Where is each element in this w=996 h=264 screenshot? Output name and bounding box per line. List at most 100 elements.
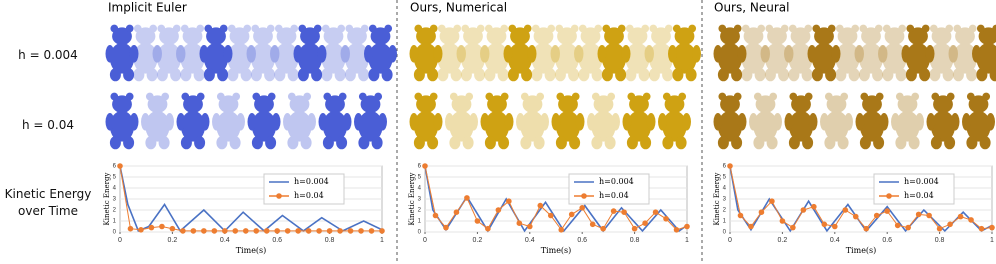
point <box>821 221 828 228</box>
bear-part <box>929 68 941 82</box>
bear-part <box>484 110 510 142</box>
bear-part <box>820 113 829 131</box>
bear-part <box>516 113 525 131</box>
bear-part <box>933 95 953 113</box>
bear-part <box>568 68 580 82</box>
bear-part <box>858 42 884 74</box>
bear-part <box>591 68 603 82</box>
bear-part <box>358 110 383 142</box>
bear-part <box>591 136 603 150</box>
bear-part <box>149 24 158 33</box>
y-tick-label: 5 <box>723 175 727 181</box>
bear-part <box>731 136 743 150</box>
bear-part <box>247 45 256 63</box>
bear-part <box>905 42 931 74</box>
y-tick-label: 5 <box>113 175 117 181</box>
bear-part <box>200 113 210 131</box>
bear-render <box>152 24 186 82</box>
bear-part <box>569 136 581 150</box>
bear-part <box>531 68 543 82</box>
y-tick-label: 5 <box>418 175 422 181</box>
x-tick-label: 0 <box>728 237 732 244</box>
bear-part <box>717 136 729 150</box>
bear-part <box>968 95 989 113</box>
bear-part <box>972 45 981 63</box>
bear-render <box>820 92 853 150</box>
bear-part <box>180 68 192 82</box>
bear-part <box>901 45 911 63</box>
bear-part <box>825 68 837 82</box>
bear-part <box>597 45 607 63</box>
bear-part <box>831 45 841 63</box>
bear-part <box>413 68 425 82</box>
bear-part <box>265 136 277 150</box>
legend-box <box>568 173 650 205</box>
bear-part <box>648 42 674 74</box>
bear-part <box>125 92 134 101</box>
y-axis-label: Kinetic Energy <box>713 173 721 226</box>
bear-part <box>897 95 918 113</box>
point <box>968 217 974 223</box>
y-tick-label: 0 <box>113 230 117 236</box>
bear-part <box>182 27 203 45</box>
row-label: h = 0.004 <box>18 48 78 62</box>
bear-part <box>110 24 119 33</box>
bear-part <box>181 92 190 101</box>
point <box>358 228 364 234</box>
bear-part <box>300 27 320 45</box>
point <box>485 225 491 232</box>
bear-part <box>802 136 814 150</box>
bear-part <box>341 45 350 63</box>
bear-part <box>487 95 507 113</box>
bear-part <box>575 113 585 131</box>
bear-part <box>322 110 348 142</box>
bear-part <box>784 113 794 131</box>
y-tick-label: 2 <box>418 208 422 214</box>
bear-part <box>180 110 206 142</box>
bear-part <box>317 45 327 63</box>
bear-part <box>807 45 817 63</box>
bear-part <box>578 24 587 33</box>
bear-render <box>737 24 770 82</box>
bear-part <box>521 68 533 82</box>
bear-part <box>587 113 596 131</box>
bear-part <box>672 42 697 74</box>
y-tick-label: 3 <box>113 197 117 203</box>
bear-part <box>289 95 310 113</box>
bear-render <box>223 24 256 82</box>
bear-part <box>844 113 853 131</box>
bear-part <box>911 92 920 101</box>
bear-part <box>966 136 978 150</box>
y-tick-label: 3 <box>723 197 727 203</box>
bear-render <box>760 24 794 82</box>
point <box>547 212 554 219</box>
bear-part <box>156 42 182 74</box>
bear-part <box>591 110 616 142</box>
x-tick-label: 0.6 <box>882 237 892 244</box>
point <box>527 223 533 230</box>
point <box>180 228 186 234</box>
bear-render <box>105 24 139 82</box>
bear-render <box>622 92 656 150</box>
bear-part <box>622 113 632 131</box>
bear-part <box>216 136 228 150</box>
bear-part <box>251 136 263 150</box>
y-tick-label: 1 <box>723 219 727 225</box>
bear-part <box>135 27 156 45</box>
bear-part <box>662 110 687 142</box>
bear-part <box>109 68 121 82</box>
bear-part <box>247 113 257 131</box>
x-tick-label: 0.2 <box>168 237 178 244</box>
column-title: Ours, Numerical <box>410 1 507 15</box>
bear-part <box>718 92 727 101</box>
bear-part <box>322 136 334 150</box>
bear-part <box>604 136 616 150</box>
bear-part <box>290 24 299 33</box>
point <box>642 220 648 226</box>
row-label: Kinetic Energy over Time <box>4 187 92 218</box>
bear-part <box>274 24 283 33</box>
bear-part <box>429 24 438 33</box>
bear-part <box>753 110 778 142</box>
bear-part <box>161 92 170 101</box>
bear-part <box>733 24 742 33</box>
